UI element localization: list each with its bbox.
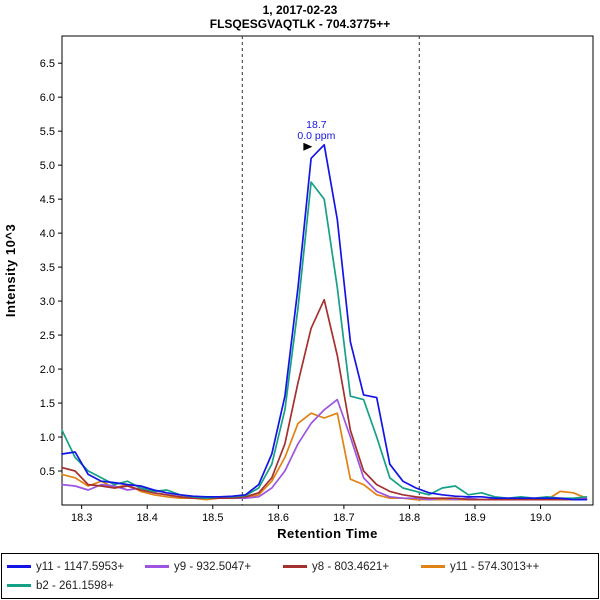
legend-label: y9 - 932.5047+: [174, 560, 252, 573]
peptide-title: FLSQESGVAQTLK - 704.3775++: [209, 17, 391, 31]
x-axis-title: Retention Time: [277, 526, 378, 541]
legend-label: y11 - 574.3013++: [450, 560, 540, 573]
legend-line-swatch: [7, 584, 31, 587]
legend-line-swatch: [7, 565, 31, 568]
y-tick-label: 5.5: [40, 126, 55, 138]
chromatogram-trace[interactable]: [61, 143, 588, 501]
replicate-title: 1, 2017-02-23: [262, 3, 338, 17]
y-tick-label: 0.5: [40, 466, 55, 478]
x-tick-label: 18.5: [202, 512, 223, 524]
legend-item: y11 - 574.3013++: [418, 557, 556, 576]
legend-item: b2 - 261.1598+: [4, 576, 142, 595]
chart-titles: 1, 2017-02-23 FLSQESGVAQTLK - 704.3775++: [0, 3, 600, 31]
legend-label: y11 - 1147.5953+: [36, 560, 125, 573]
x-tick-label: 18.3: [71, 512, 92, 524]
legend: y11 - 1147.5953+ y9 - 932.5047+ y8 - 803.4…: [1, 553, 599, 599]
legend-item: y11 - 1147.5953+: [4, 557, 142, 576]
legend-item: y8 - 803.4621+: [280, 557, 418, 576]
y-tick-label: 3.0: [40, 296, 55, 308]
y-tick-label: 4.5: [40, 194, 55, 206]
peak-ppm-annotation: 0.0 ppm: [297, 130, 335, 142]
y-tick-label: 4.0: [40, 228, 55, 240]
x-tick-label: 19.0: [530, 512, 551, 524]
legend-line-swatch: [283, 565, 307, 568]
y-axis-title: Intensity 10^3: [3, 224, 18, 317]
legend-line-swatch: [145, 565, 169, 568]
chromatogram-trace[interactable]: [61, 298, 588, 501]
y-tick-label: 5.0: [40, 160, 55, 172]
legend-label: y8 - 803.4621+: [312, 560, 390, 573]
x-tick-label: 18.9: [464, 512, 485, 524]
y-tick-label: 6.5: [40, 58, 55, 70]
y-tick-label: 6.0: [40, 92, 55, 104]
legend-item: y9 - 932.5047+: [142, 557, 280, 576]
peak-rt-annotation[interactable]: 18.7: [306, 119, 327, 131]
x-tick-label: 18.8: [399, 512, 420, 524]
legend-label: b2 - 261.1598+: [36, 579, 114, 592]
y-tick-label: 1.5: [40, 398, 55, 410]
chromatogram-plot[interactable]: 18.3 18.4 18.5 18.6 18.7 18.8 18.9 19.0 0.5 1.0 1.…: [0, 0, 600, 548]
chromatogram-trace[interactable]: [61, 181, 588, 500]
y-tick-label: 2.0: [40, 364, 55, 376]
x-tick-label: 18.6: [268, 512, 289, 524]
y-tick-label: 1.0: [40, 432, 55, 444]
plot-frame: [61, 35, 594, 506]
y-tick-label: 2.5: [40, 330, 55, 342]
x-tick-label: 18.7: [333, 512, 354, 524]
peak-apex-arrow-icon: [303, 142, 313, 151]
legend-line-swatch: [421, 565, 445, 568]
x-tick-label: 18.4: [137, 512, 158, 524]
y-tick-label: 3.5: [40, 262, 55, 274]
